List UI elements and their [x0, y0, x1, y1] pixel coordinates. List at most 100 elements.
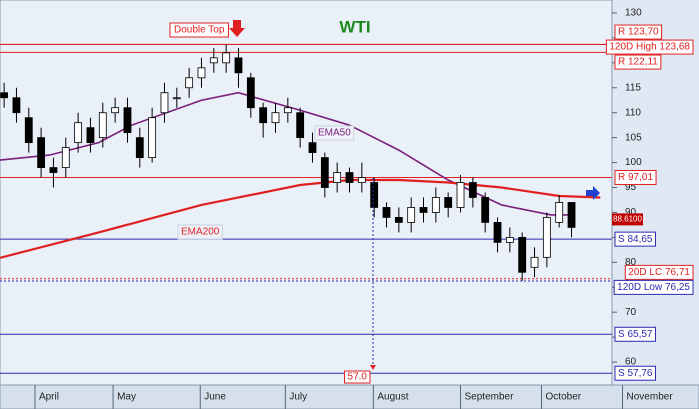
candle-body: [197, 67, 206, 79]
series-label-box: [314, 125, 355, 141]
candle-body: [135, 137, 144, 158]
x-tick-label: September: [465, 392, 515, 403]
y-tick-label: 95: [625, 182, 637, 193]
x-tick-label: June: [204, 392, 226, 403]
level-label: 120D High 123,68: [609, 42, 690, 53]
candle-body: [468, 182, 477, 198]
annotation: Double Top: [174, 25, 225, 36]
level-label-box: [614, 326, 656, 342]
candle-body: [308, 142, 317, 154]
last-price-box: [612, 213, 643, 226]
series-label: EMA50: [318, 128, 351, 139]
candle-body: [505, 236, 514, 243]
x-tick-label: May: [117, 392, 136, 403]
chart-title: WTI: [339, 17, 370, 36]
candle-body: [481, 197, 490, 223]
candle-body: [271, 112, 280, 124]
candle-body: [172, 97, 181, 100]
candle-body: [98, 112, 107, 139]
y-tick-label: 100: [625, 157, 642, 168]
candle-body: [456, 182, 465, 208]
candle-body: [357, 177, 366, 183]
level-label-box: [624, 264, 694, 280]
candle-body: [123, 107, 132, 134]
overlay-layer: 6065707580859095100105110115120125130Apr…: [34, 8, 694, 409]
y-tick-label: 105: [625, 132, 642, 143]
level-label: 120D Low 76,25: [617, 282, 690, 293]
candle-body: [74, 122, 83, 144]
y-tick-label: 80: [625, 257, 637, 268]
candle-body: [12, 97, 21, 114]
level-label: S 84,65: [618, 234, 653, 245]
candle-body: [333, 172, 342, 183]
level-label-box: [614, 231, 656, 247]
candle-body: [148, 117, 157, 158]
target-arrowhead: [370, 365, 376, 371]
y-tick-label: 115: [625, 82, 641, 93]
level-label: 20D LC 76,71: [628, 267, 690, 278]
level-label-box: [614, 54, 662, 70]
candle-body: [0, 92, 9, 99]
candle-body: [567, 202, 576, 228]
candle-body: [407, 207, 416, 223]
candle-body: [246, 77, 255, 109]
level-label-box: [614, 169, 657, 185]
candle-body: [382, 207, 391, 218]
candle-body: [542, 217, 551, 258]
candle-body: [283, 107, 292, 114]
candle-body: [419, 207, 428, 213]
candle-body: [209, 57, 218, 64]
y-tick-label: 70: [625, 307, 637, 318]
series-label: EMA200: [181, 227, 220, 238]
candle-body: [259, 107, 268, 124]
level-label: R 122,11: [618, 57, 658, 68]
level-label: S 65,57: [618, 329, 653, 340]
candle-body: [518, 236, 527, 273]
x-tick-label: July: [289, 392, 307, 403]
level-label-box: [613, 279, 694, 295]
plot-layer: [0, 43, 612, 374]
level-label: R 97,01: [618, 172, 653, 183]
candle-body: [530, 256, 539, 268]
candle-body: [296, 112, 305, 139]
candle-body: [370, 182, 379, 208]
candle-body: [320, 157, 329, 188]
candle-body: [111, 107, 120, 114]
candle-body: [61, 147, 70, 168]
candle-body: [49, 167, 58, 173]
level-label-box: [614, 24, 663, 40]
level-label-box: [605, 39, 694, 55]
candle-body: [444, 197, 453, 208]
candle-body: [222, 52, 231, 64]
level-label: R 123,70: [618, 27, 659, 38]
candle-body: [160, 92, 169, 114]
target-box: [344, 370, 371, 384]
y-tick-label: 110: [625, 107, 641, 118]
last-price-label: 88.6100: [613, 214, 642, 223]
plot-area: [0, 0, 613, 386]
candle-body: [86, 127, 95, 144]
candle-body: [234, 57, 243, 74]
y-tick-label: 130: [625, 8, 642, 19]
y-tick-label: 90: [625, 207, 637, 218]
candle-body: [493, 222, 502, 243]
candle-body: [24, 117, 33, 144]
annotation-box: [169, 22, 229, 38]
direction-arrow: [586, 186, 600, 200]
y-tick-label: 60: [625, 357, 637, 368]
x-tick-label: November: [627, 392, 674, 403]
level-label-box: [614, 365, 656, 381]
level-label: S 57,76: [618, 368, 653, 379]
candle-body: [185, 77, 194, 89]
candle-body: [394, 217, 403, 223]
x-tick-label: August: [377, 392, 408, 403]
double-top-arrow: [229, 20, 245, 37]
x-tick-label: October: [546, 392, 582, 403]
candle-body: [345, 172, 354, 183]
candle-body: [555, 202, 564, 223]
x-tick-label: April: [39, 392, 59, 403]
series-label-box: [177, 224, 223, 240]
x-axis-band: [0, 384, 699, 409]
